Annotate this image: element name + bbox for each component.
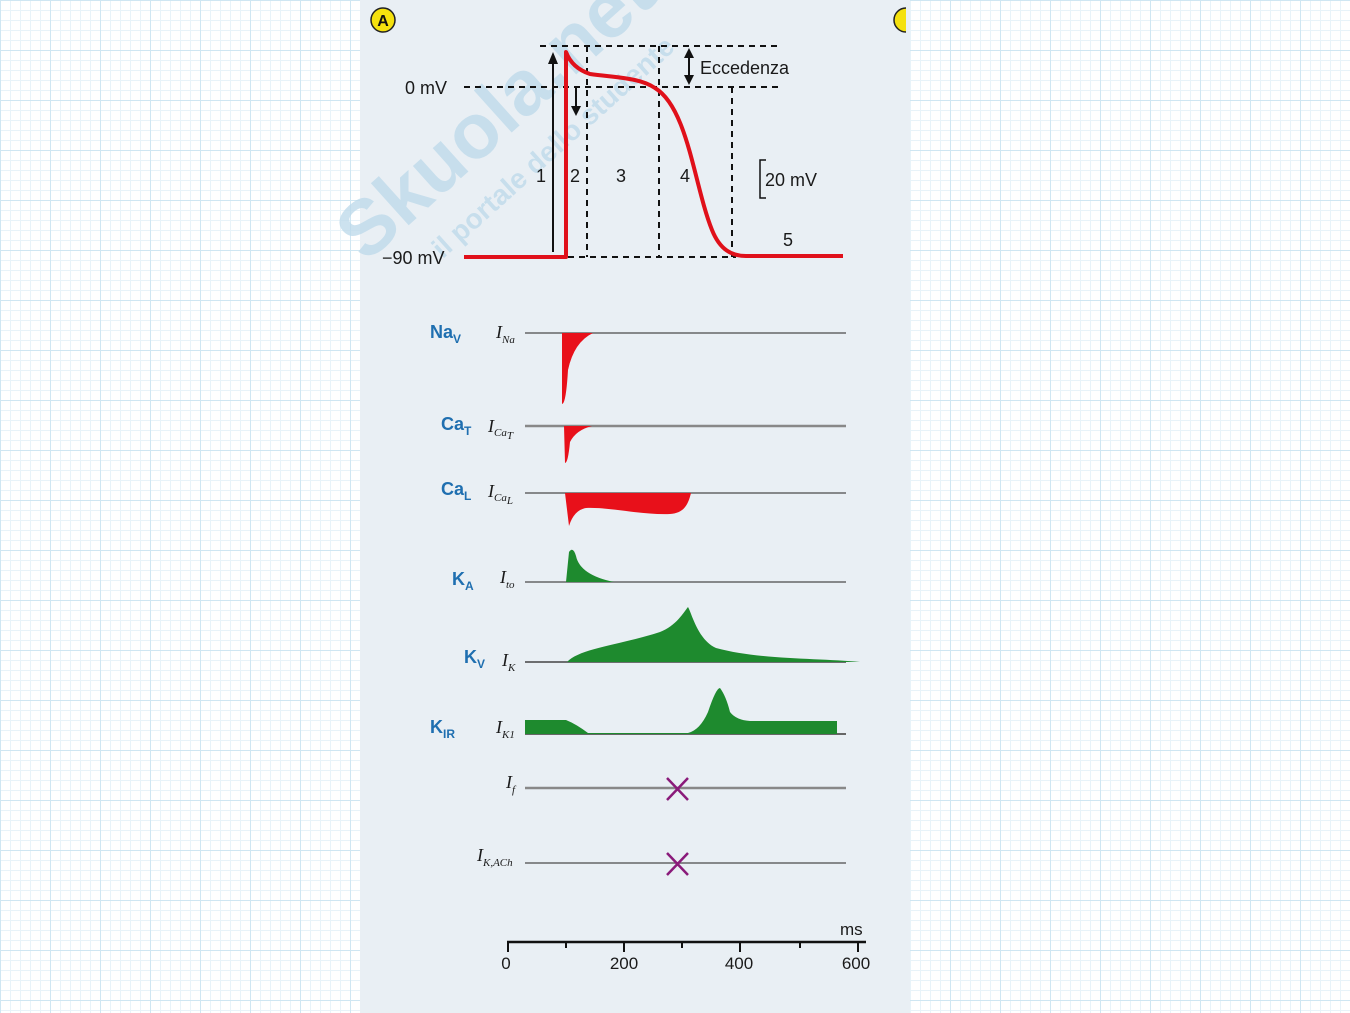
partial-badge-icon (893, 7, 907, 33)
phase-label: 5 (783, 230, 793, 250)
channel-labels: NaV CaT CaL KA KV KIR (430, 322, 485, 741)
icat-trace (564, 426, 592, 463)
current-row-if (525, 777, 846, 801)
current-row-kach (525, 852, 846, 876)
badge-a: A (370, 7, 396, 33)
current-row-ka (525, 549, 846, 583)
overshoot-arrow-icon (684, 48, 694, 85)
current-label-ical: ICaL (487, 481, 513, 507)
svg-text:A: A (377, 13, 389, 30)
absent-x-icon (666, 777, 689, 801)
action-potential-trace (464, 50, 843, 259)
current-row-kv (525, 607, 860, 663)
absent-x-icon (666, 852, 689, 876)
channel-label-nav: NaV (430, 322, 461, 346)
phase-label: 2 (570, 166, 580, 186)
current-row-kir (525, 688, 846, 735)
phase-guides (464, 45, 778, 258)
current-label-if: If (505, 772, 517, 796)
upstroke-arrow-icon (548, 52, 558, 252)
repolarization-arrow-icon (571, 86, 581, 116)
current-row-na (525, 332, 846, 404)
ina-trace (562, 333, 593, 404)
ical-trace (565, 493, 691, 526)
current-label-icat: ICaT (487, 416, 514, 442)
current-label-ik1: IK1 (495, 717, 515, 741)
channel-label-kir: KIR (430, 717, 455, 741)
ik1-trace (525, 688, 837, 734)
rest-mv-label: −90 mV (382, 248, 445, 268)
phase-numbers: 1 2 3 4 5 (536, 166, 793, 250)
scale-bar: 20 mV (759, 159, 817, 199)
current-row-cat (525, 424, 846, 463)
time-axis: ms 0 200 400 600 (501, 920, 870, 973)
current-labels: INa ICaT ICaL Ito IK IK1 If IK,ACh (476, 322, 517, 869)
channel-label-cal: CaL (441, 479, 471, 503)
channel-label-kv: KV (464, 647, 485, 671)
current-row-cal (525, 492, 846, 526)
current-label-ito: Ito (499, 567, 515, 591)
time-tick-label: 400 (725, 954, 753, 973)
channel-label-ka: KA (452, 569, 474, 593)
phase-label: 1 (536, 166, 546, 186)
ik-trace (567, 607, 860, 662)
current-label-ik: IK (501, 650, 516, 674)
channel-label-cat: CaT (441, 414, 472, 438)
time-tick-label: 200 (610, 954, 638, 973)
time-axis-unit: ms (840, 920, 863, 939)
overshoot-label: Eccedenza (700, 58, 790, 78)
phase-label: 4 (680, 166, 690, 186)
current-label-ina: INa (495, 322, 515, 346)
current-label-ikach: IK,ACh (476, 845, 513, 869)
ito-trace (566, 549, 614, 582)
watermark-main: Skuola.net (318, 0, 670, 276)
time-tick-label: 600 (842, 954, 870, 973)
scale-bar-label: 20 mV (765, 170, 817, 190)
time-tick-label: 0 (501, 954, 510, 973)
phase-label: 3 (616, 166, 626, 186)
zero-mv-label: 0 mV (405, 78, 447, 98)
